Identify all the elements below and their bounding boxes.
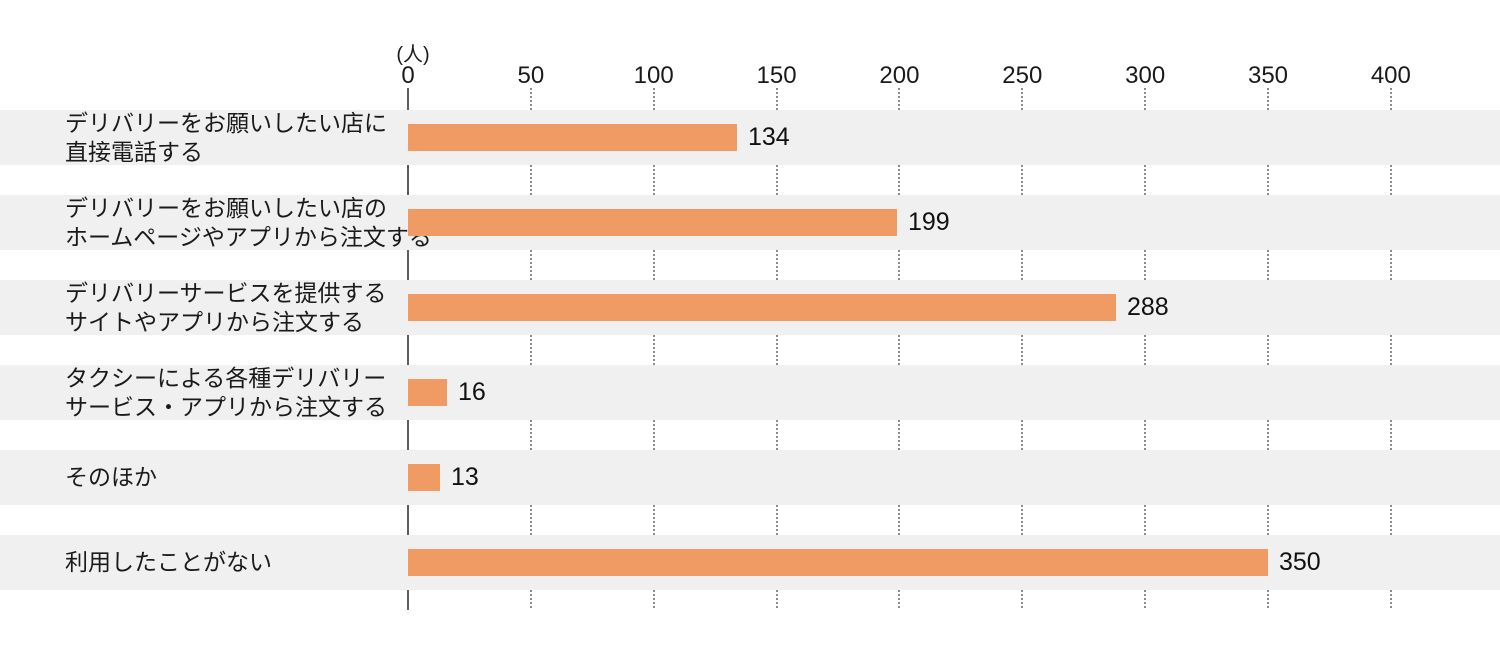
bar-group: 134 (408, 110, 790, 165)
x-tick-label: 150 (756, 62, 797, 89)
category-label: 利用したことがない (65, 549, 272, 576)
chart-row: タクシーによる各種デリバリー サービス・アプリから注文する 16 (0, 365, 1500, 420)
x-tick-label: 200 (879, 62, 920, 89)
x-tick-label: 0 (401, 62, 415, 89)
category-label: デリバリーをお願いしたい店に 直接電話する (65, 109, 387, 165)
gridline-segment (1021, 505, 1024, 535)
x-tick-label: 400 (1370, 62, 1411, 89)
gridline-segment (1144, 165, 1147, 195)
gridline-segment (1021, 420, 1024, 450)
x-tick-label: 250 (1002, 62, 1043, 89)
category-label: デリバリーをお願いしたい店の ホームページやアプリから注文する (65, 194, 432, 250)
gridline-segment (1267, 335, 1269, 365)
gridline-segment (529, 88, 532, 110)
gridline-segment (898, 165, 901, 195)
gridline-segment (775, 88, 778, 110)
category-label: そのほか (65, 464, 157, 491)
axis-unit-label: (人) (396, 44, 430, 66)
bar-value-label: 13 (451, 463, 479, 491)
gridline-segment (1144, 250, 1147, 280)
gridline-segment (775, 165, 778, 195)
gridline-segment (1144, 420, 1147, 450)
chart-row: そのほか 13 (0, 450, 1500, 505)
gridline-segment (652, 590, 655, 608)
bar (408, 124, 737, 151)
gridline-segment (1021, 250, 1024, 280)
bar-value-label: 16 (458, 378, 486, 406)
gridline-segment (1389, 590, 1392, 608)
gridline-segment (1144, 335, 1147, 365)
bar-value-label: 288 (1127, 293, 1169, 321)
x-axis-ticks: 0 50 100 150 200 250 300 350 400 (0, 62, 1500, 89)
gridline-segment (1389, 250, 1392, 280)
gridline-segment (652, 165, 655, 195)
gridline-segment (529, 250, 532, 280)
gridline-segment (529, 165, 532, 195)
gridline-segment (529, 420, 532, 450)
chart-row: 利用したことがない 350 (0, 535, 1500, 590)
gridline-segment (898, 420, 901, 450)
bar-value-label: 350 (1279, 548, 1321, 576)
gridline-segment (1267, 590, 1269, 608)
bar-value-label: 134 (748, 123, 790, 151)
gridline-segment (898, 505, 901, 535)
gridline-segment (1389, 88, 1392, 110)
gridline-segment (775, 590, 778, 608)
gridline-segment (1021, 590, 1024, 608)
gridline-segment (1021, 88, 1024, 110)
gridline-segment (775, 505, 778, 535)
gridline-segment (652, 335, 655, 365)
gridline-segment (898, 590, 901, 608)
gridline-segment (1389, 505, 1392, 535)
bar-group: 288 (408, 280, 1169, 335)
gridline-segment (1267, 505, 1269, 535)
gridline-segment (1267, 88, 1269, 110)
chart-row: デリバリーをお願いしたい店に 直接電話する 134 (0, 110, 1500, 165)
gridline-segment (1144, 590, 1147, 608)
gridline-segment (1267, 250, 1269, 280)
category-label: タクシーによる各種デリバリー サービス・アプリから注文する (65, 364, 387, 420)
gridline-segment (1144, 88, 1147, 110)
chart-row: デリバリーをお願いしたい店の ホームページやアプリから注文する 199 (0, 195, 1500, 250)
y-axis-line (407, 88, 409, 610)
chart-row: デリバリーサービスを提供する サイトやアプリから注文する 288 (0, 280, 1500, 335)
gridline-segment (652, 88, 655, 110)
gridline-segment (1144, 505, 1147, 535)
gridline-segment (529, 505, 532, 535)
x-tick-label: 350 (1247, 62, 1289, 89)
gridline-segment (1021, 165, 1024, 195)
bar (408, 379, 447, 406)
gridline-segment (652, 250, 655, 280)
gridline-segment (1267, 165, 1269, 195)
bar (408, 294, 1116, 321)
gridline-segment (775, 420, 778, 450)
gridline-segment (898, 335, 901, 365)
category-label: デリバリーサービスを提供する サイトやアプリから注文する (65, 279, 387, 335)
bar (408, 464, 440, 491)
gridline-segment (775, 250, 778, 280)
gridline-segment (898, 250, 901, 280)
gridline-segment (529, 590, 532, 608)
gridline-segment (1267, 420, 1269, 450)
bar (408, 549, 1268, 576)
bar-group: 13 (408, 450, 479, 505)
gridline-segment (529, 335, 532, 365)
gridline-segment (1021, 335, 1024, 365)
bar-value-label: 199 (908, 208, 950, 236)
bar-group: 350 (408, 535, 1321, 590)
x-tick-label: 50 (517, 62, 545, 89)
bar-group: 16 (408, 365, 486, 420)
gridline-segment (652, 505, 655, 535)
gridline-segment (898, 88, 901, 110)
bar-group: 199 (408, 195, 950, 250)
x-tick-label: 100 (633, 62, 674, 89)
gridline-segment (652, 420, 655, 450)
x-tick-label: 300 (1125, 62, 1166, 89)
bar (408, 209, 897, 236)
gridline-segment (1389, 335, 1392, 365)
gridline-segment (775, 335, 778, 365)
gridline-segment (1389, 420, 1392, 450)
gridline-segment (1389, 165, 1392, 195)
